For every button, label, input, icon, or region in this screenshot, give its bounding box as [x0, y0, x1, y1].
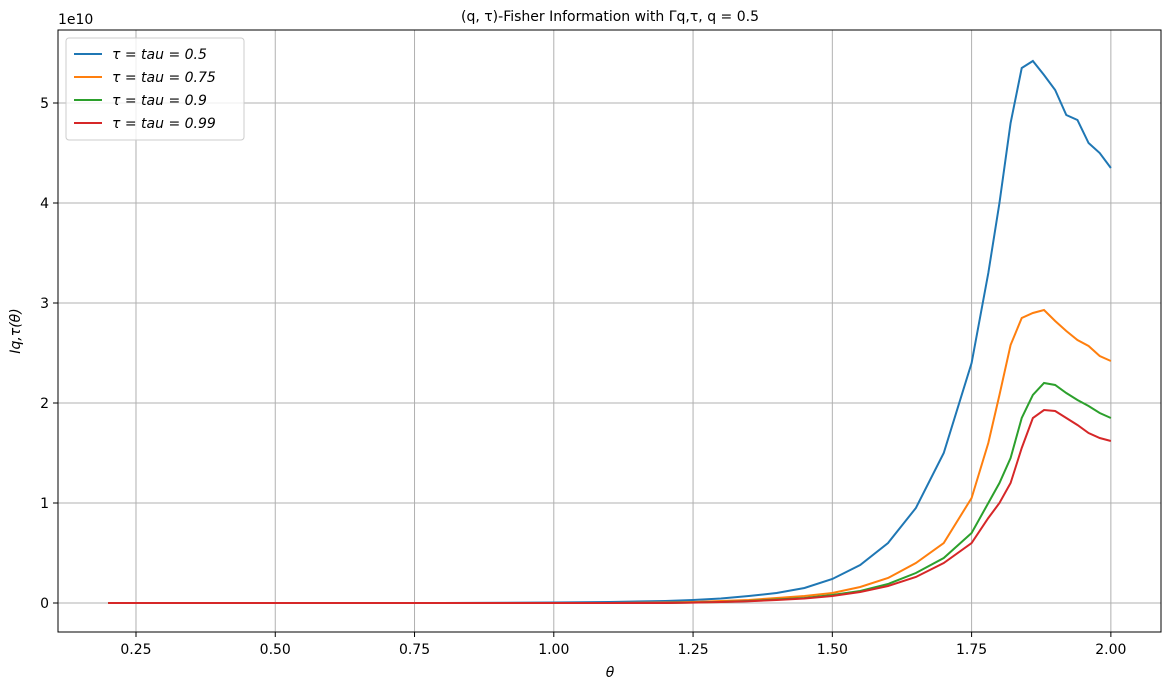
y-axis-label: Iq,τ(θ) [8, 308, 24, 353]
y-tick-label: 2 [40, 396, 49, 412]
x-tick-label: 1.50 [817, 642, 848, 658]
legend-label: τ = tau = 0.99 [112, 116, 216, 132]
x-tick-label: 1.75 [956, 642, 987, 658]
y-tick-label: 4 [40, 196, 49, 212]
line-series [108, 408, 1112, 604]
line-series [108, 381, 1112, 604]
plot-frame [57, 29, 1162, 633]
x-tick-label: 0.50 [260, 642, 291, 658]
legend-box [65, 37, 245, 141]
x-axis-label: θ [606, 665, 615, 681]
y-tick-label: 0 [40, 596, 49, 612]
x-tick-label: 0.25 [120, 642, 151, 658]
line-series [108, 59, 1112, 604]
x-tick-label: 1.00 [538, 642, 569, 658]
line-series [108, 308, 1112, 604]
x-tick-label: 0.75 [399, 642, 430, 658]
chart-title: (q, τ)-Fisher Information with Γq,τ, q =… [461, 9, 759, 25]
legend-label: τ = tau = 0.9 [112, 93, 207, 109]
x-tick-label: 1.25 [677, 642, 708, 658]
y-tick-label: 1 [40, 496, 49, 512]
y-offset-label: 1e10 [58, 12, 93, 28]
legend-label: τ = tau = 0.75 [112, 70, 216, 86]
y-tick-label: 5 [40, 96, 49, 112]
legend-label: τ = tau = 0.5 [112, 47, 207, 63]
x-tick-label: 2.00 [1095, 642, 1126, 658]
y-tick-label: 3 [40, 296, 49, 312]
